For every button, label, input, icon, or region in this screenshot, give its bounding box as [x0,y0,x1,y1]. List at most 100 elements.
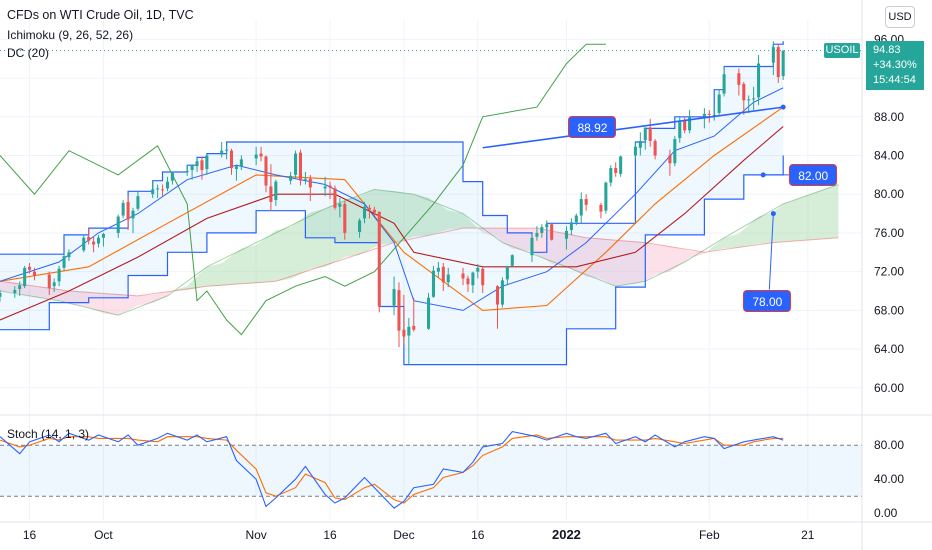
candle-body [431,270,435,297]
candle-body [722,74,726,94]
candle-body [584,199,588,205]
candle-body [402,329,406,337]
candle-body [569,222,573,231]
price-tick-label: 84.00 [874,149,904,163]
last-price: 94.83 [873,44,901,56]
price-tick-label: 72.00 [874,265,904,279]
candle-body [737,73,741,85]
legend-stochastic[interactable]: Stoch (14, 1, 3) [7,427,90,441]
candle-body [540,227,544,233]
candle-body [579,199,583,216]
candle-body [707,113,711,115]
legend-donchian[interactable]: DC (20) [7,46,50,60]
candle-body [377,211,381,307]
candle-body [269,186,273,202]
price-tick-label: 68.00 [874,303,904,317]
candle-body [0,292,2,297]
callout-78-00[interactable]: 78.00 [743,289,792,312]
candle-body [254,154,258,159]
candle-body [116,216,120,233]
candle-body [92,241,96,245]
candle-body [136,196,140,209]
candle-body [161,189,165,191]
chart-title[interactable]: CFDs on WTI Crude Oil, 1D, TVC [7,8,194,22]
candle-body [643,127,647,141]
candle-body [289,175,293,181]
bar-countdown: 15:44:54 [873,74,916,86]
candle-body [18,285,22,290]
candle-body [151,189,155,195]
candle-body [446,274,450,283]
candle-body [441,266,445,283]
cloud-segment [709,184,839,252]
stoch-tick-label: 40.00 [874,472,904,486]
price-tick-label: 76.00 [874,226,904,240]
candle-body [205,155,209,170]
candle-body [229,150,234,169]
donchian-lower [0,155,784,366]
candle-body [323,186,327,189]
candle-body [23,267,27,287]
candle-body [52,282,56,287]
legend-ichimoku[interactable]: Ichimoku (9, 26, 52, 26) [7,28,134,42]
candle-body [67,252,71,258]
candle-body [126,201,130,220]
candle-body [308,178,312,188]
candle-body [471,272,475,286]
price-change: +34.30% [873,59,917,71]
candle-body [372,209,376,213]
candle-body [264,156,268,186]
callout-82-anchor [760,172,766,178]
symbol-tag: USOIL [824,43,860,58]
time-tick-label: Nov [245,528,266,542]
candle-body [678,120,682,139]
candle-body [505,266,509,280]
candle-body [535,232,539,237]
candle-body [259,153,263,157]
candle-body [165,181,170,189]
candle-body [495,286,500,305]
callout-82-00[interactable]: 82.00 [789,163,838,186]
candle-body [101,233,105,238]
candle-body [614,168,618,173]
candle-body [200,160,204,171]
stoch-band [0,445,862,497]
price-tick-label: 80.00 [874,187,904,201]
candles[interactable] [0,41,785,365]
candle-body [343,203,347,233]
candle-body [550,224,554,240]
candle-body [338,203,342,207]
candle-body [633,146,637,156]
candle-body [234,166,238,170]
time-tick-label: Dec [393,528,414,542]
candle-body [294,153,298,175]
candle-body [476,267,480,272]
candle-body [510,255,514,266]
candle-body [239,159,243,167]
candle-body [28,266,32,270]
candle-body [574,215,578,223]
candle-body [412,325,416,330]
candle-body [436,267,440,272]
candle-body [653,140,657,156]
callout-78-leader [768,213,774,290]
candle-body [62,256,66,268]
callout-88-92[interactable]: 88.92 [568,115,617,138]
currency-button[interactable]: USD [885,6,915,28]
callout-78-anchor [770,211,776,217]
candle-body [530,237,534,256]
time-tick-label: 16 [323,528,337,542]
candle-body [747,99,751,101]
candle-body [717,94,721,113]
senkou-span-a [0,184,839,316]
candle-body [397,290,401,331]
candle-body [604,182,608,211]
time-tick-label: Feb [699,528,720,542]
candle-body [96,237,101,244]
candle-body [328,185,332,188]
candle-body [32,271,37,276]
candle-body [599,204,603,212]
price-tick-label: 60.00 [874,381,904,395]
candle-body [466,278,470,285]
